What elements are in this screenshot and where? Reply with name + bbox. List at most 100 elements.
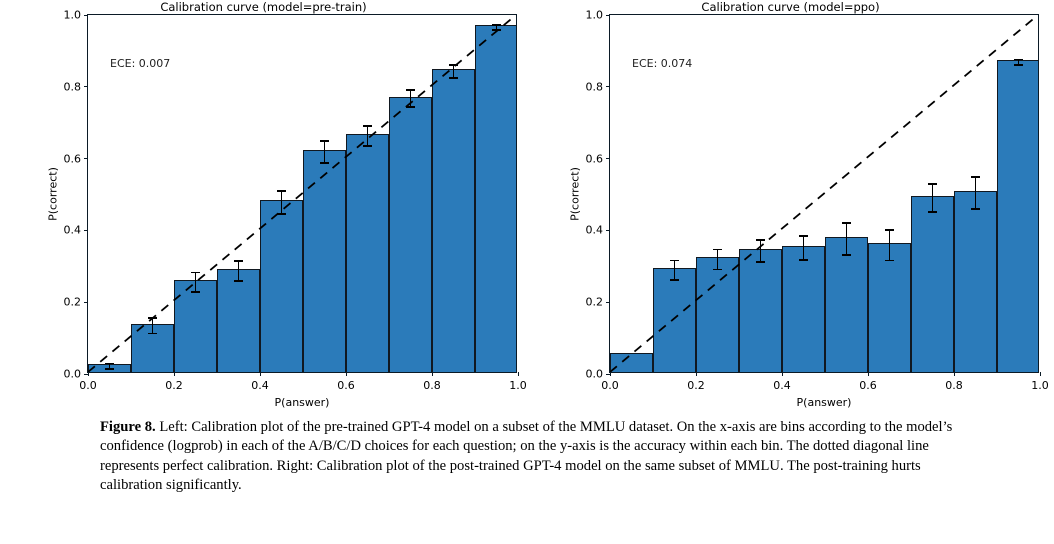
error-bar [673, 260, 676, 280]
x-axis-tick [695, 372, 697, 376]
x-axis-tick [609, 372, 611, 376]
x-axis-tick-label: 0.6 [859, 379, 877, 392]
chart-title-left: Calibration curve (model=pre-train) [160, 0, 367, 14]
bar [696, 257, 739, 372]
y-axis-tick-label: 1.0 [63, 8, 82, 22]
error-bar-cap [234, 260, 243, 262]
y-axis-tick [606, 158, 610, 160]
y-axis-tick [606, 229, 610, 231]
error-bar [409, 90, 412, 108]
error-bar [888, 229, 891, 261]
chart-panel-ppo: Calibration curve (model=ppo) ECE: 0.074… [527, 0, 1054, 410]
error-bar-cap [713, 268, 722, 271]
y-axis-tick-label: 0.2 [585, 295, 604, 309]
error-bar [931, 183, 934, 212]
y-axis-tick [84, 86, 88, 88]
error-bar-cap [756, 238, 765, 241]
y-axis-tick [84, 14, 88, 16]
bar [954, 191, 997, 372]
bar [610, 353, 653, 372]
error-bar [323, 141, 326, 163]
x-axis-tick-label: 0.4 [773, 379, 791, 392]
x-axis-tick-label: 0.6 [337, 379, 355, 392]
error-bar [452, 64, 455, 78]
error-bar-cap [928, 182, 937, 185]
y-axis-tick [606, 301, 610, 303]
x-axis-tick [867, 372, 869, 376]
x-axis-tick-label: 1.0 [509, 379, 527, 392]
error-bar-cap [406, 106, 415, 109]
error-bar [151, 317, 154, 334]
bar [260, 200, 303, 372]
error-bar-cap [449, 64, 458, 66]
error-bar-cap [320, 140, 329, 143]
ece-label-right: ECE: 0.074 [632, 57, 693, 70]
bar [739, 248, 782, 372]
error-bar-cap [105, 368, 114, 371]
error-bar [716, 249, 719, 270]
error-bar-cap [191, 271, 200, 274]
bar [346, 133, 389, 372]
error-bar-cap [713, 248, 722, 251]
bar [303, 150, 346, 372]
error-bar [974, 177, 977, 209]
x-axis-tick-label: 0.0 [79, 379, 97, 392]
bar [911, 195, 954, 372]
plot-area-left: ECE: 0.007 P(answer) P(correct) 0.0 0.2 0.… [46, 9, 526, 410]
error-bar-cap [1014, 64, 1023, 67]
y-axis-tick [606, 14, 610, 16]
y-axis-tick-label: 0.8 [63, 80, 82, 94]
y-axis-tick-label: 0.6 [585, 152, 604, 166]
y-axis-tick-label: 1.0 [585, 8, 604, 22]
error-bar-cap [842, 222, 851, 225]
x-axis-title-right: P(answer) [796, 396, 852, 409]
figure-panels: Calibration curve (model=pre-train) ECE:… [46, 0, 1054, 410]
error-bar [845, 223, 848, 255]
y-axis-title-left: P(correct) [46, 166, 60, 221]
y-axis-tick-label: 0.6 [63, 152, 82, 166]
error-bar-cap [799, 234, 808, 237]
error-bar-cap [670, 279, 679, 281]
y-axis-tick [84, 158, 88, 160]
error-bar-cap [277, 190, 286, 192]
x-axis-tick [173, 372, 175, 376]
error-bar-cap [449, 76, 458, 79]
error-bar [280, 190, 283, 214]
x-axis-tick [345, 372, 347, 376]
error-bar-cap [406, 89, 415, 91]
error-bar-cap [1014, 58, 1023, 61]
y-axis-tick-label: 0.2 [63, 295, 82, 309]
error-bar-cap [670, 259, 679, 262]
y-axis-tick-label: 0.4 [63, 223, 82, 237]
error-bar-cap [363, 125, 372, 127]
x-axis-tick-label: 0.2 [165, 379, 183, 392]
error-bar [366, 125, 369, 147]
ece-label-left: ECE: 0.007 [110, 57, 171, 70]
error-bar-cap [277, 212, 286, 215]
bar [825, 237, 868, 372]
y-axis-tick [606, 86, 610, 88]
x-axis-tick [431, 372, 433, 376]
error-bar-cap [842, 253, 851, 256]
error-bar-cap [971, 207, 980, 210]
error-bar-cap [234, 280, 243, 282]
error-bar-cap [928, 210, 937, 213]
x-axis-tick-label: 0.8 [945, 379, 963, 392]
y-axis-tick-label: 0.0 [585, 367, 604, 381]
bar [174, 280, 217, 372]
x-axis-tick-label: 0.0 [601, 379, 619, 392]
error-bar-cap [756, 261, 765, 263]
error-bar-cap [191, 290, 200, 293]
plot-area-right: ECE: 0.074 P(answer) P(correct) 0.0 0.2 0.… [568, 9, 1048, 410]
x-axis-tick-label: 0.8 [423, 379, 441, 392]
error-bar-cap [320, 162, 329, 164]
error-bar-cap [105, 362, 114, 365]
bar [475, 25, 516, 372]
error-bar [237, 260, 240, 281]
figure-caption-label: Figure 8. [100, 419, 156, 435]
x-axis-tick [953, 372, 955, 376]
y-axis-tick-label: 0.8 [585, 80, 604, 94]
x-axis-tick-label: 0.4 [251, 379, 269, 392]
bar [868, 243, 911, 372]
